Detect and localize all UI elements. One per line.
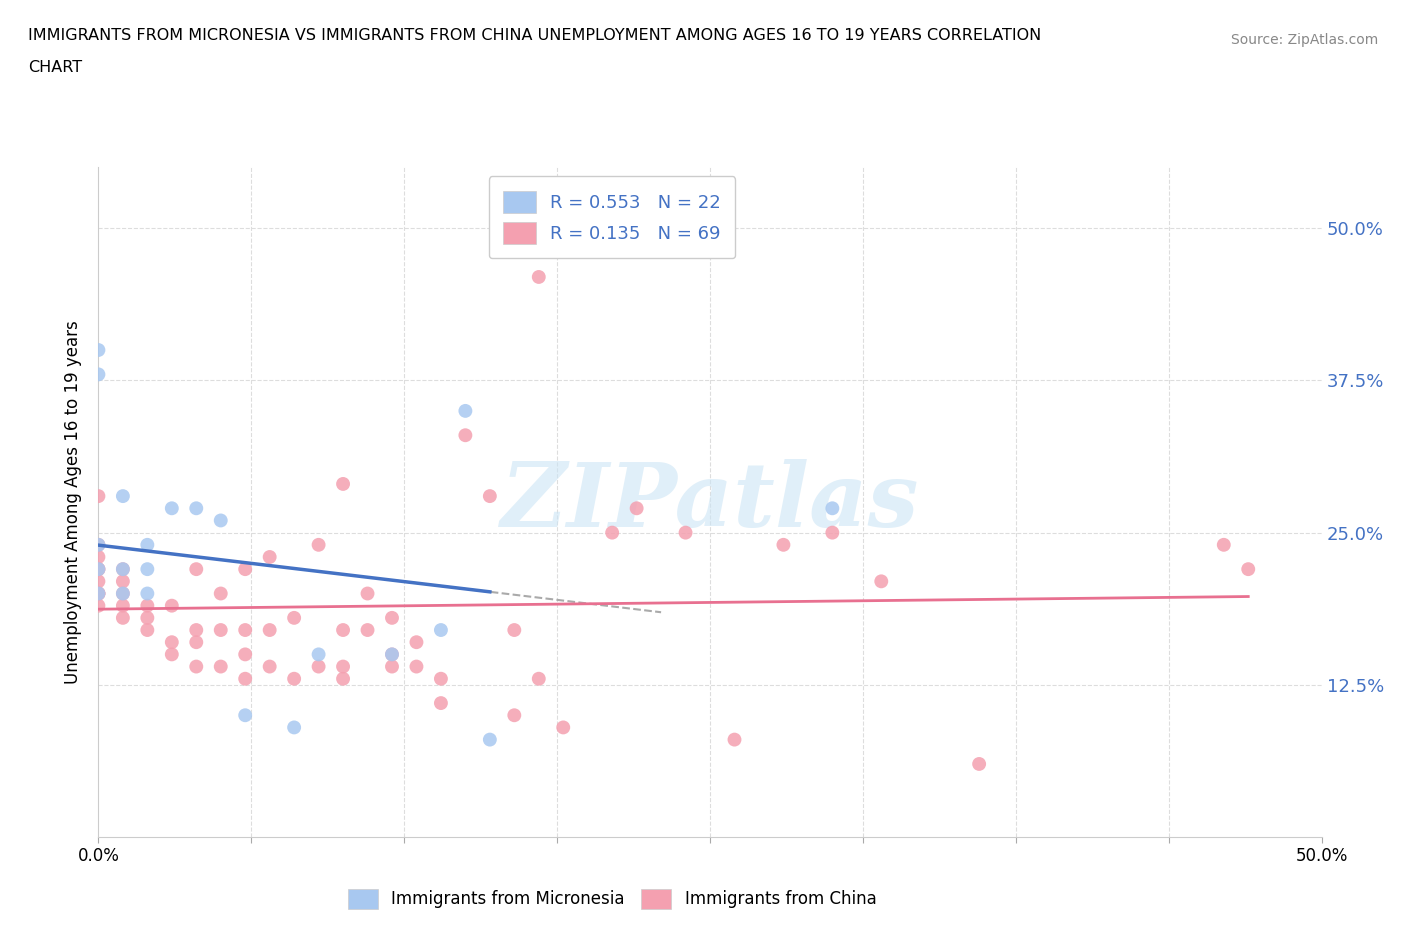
Point [233, 622, 256, 637]
Point [87, 586, 110, 601]
Point [356, 586, 378, 601]
Point [111, 562, 134, 577]
Point [259, 550, 281, 565]
Point [111, 610, 134, 625]
Point [209, 622, 232, 637]
Y-axis label: Unemployment Among Ages 16 to 19 years: Unemployment Among Ages 16 to 19 years [65, 320, 83, 684]
Point [136, 610, 159, 625]
Point [136, 622, 159, 637]
Point [503, 622, 526, 637]
Point [87, 598, 110, 613]
Point [186, 635, 208, 650]
Point [87, 562, 110, 577]
Text: Source: ZipAtlas.com: Source: ZipAtlas.com [1230, 33, 1378, 46]
Point [160, 635, 183, 650]
Point [332, 659, 354, 674]
Point [87, 550, 110, 565]
Point [111, 562, 134, 577]
Point [332, 622, 354, 637]
Point [283, 610, 305, 625]
Point [454, 404, 477, 418]
Point [160, 501, 183, 516]
Text: CHART: CHART [28, 60, 82, 75]
Point [209, 513, 232, 528]
Point [308, 647, 330, 662]
Point [1212, 538, 1234, 552]
Point [430, 671, 453, 686]
Point [478, 488, 501, 503]
Point [87, 574, 110, 589]
Point [332, 476, 354, 491]
Point [723, 732, 745, 747]
Point [1237, 562, 1260, 577]
Point [87, 586, 110, 601]
Point [87, 586, 110, 601]
Point [600, 525, 623, 540]
Point [136, 598, 159, 613]
Point [186, 501, 208, 516]
Point [209, 659, 232, 674]
Point [405, 659, 427, 674]
Point [87, 367, 110, 382]
Point [821, 525, 844, 540]
Point [87, 488, 110, 503]
Point [821, 501, 844, 516]
Point [186, 562, 208, 577]
Point [430, 696, 453, 711]
Point [111, 586, 134, 601]
Point [967, 756, 990, 771]
Point [233, 562, 256, 577]
Point [259, 622, 281, 637]
Point [87, 562, 110, 577]
Point [356, 622, 378, 637]
Point [283, 720, 305, 735]
Point [233, 708, 256, 723]
Point [430, 622, 453, 637]
Text: IMMIGRANTS FROM MICRONESIA VS IMMIGRANTS FROM CHINA UNEMPLOYMENT AMONG AGES 16 T: IMMIGRANTS FROM MICRONESIA VS IMMIGRANTS… [28, 28, 1042, 43]
Point [87, 538, 110, 552]
Point [87, 538, 110, 552]
Point [233, 671, 256, 686]
Point [553, 720, 575, 735]
Point [870, 574, 893, 589]
Point [626, 501, 648, 516]
Point [503, 708, 526, 723]
Point [259, 659, 281, 674]
Point [381, 610, 404, 625]
Point [381, 647, 404, 662]
Point [186, 659, 208, 674]
Point [87, 562, 110, 577]
Point [111, 574, 134, 589]
Point [111, 488, 134, 503]
Point [186, 622, 208, 637]
Text: ZIPatlas: ZIPatlas [502, 458, 918, 546]
Point [111, 586, 134, 601]
Point [87, 586, 110, 601]
Point [381, 659, 404, 674]
Point [527, 270, 550, 285]
Point [111, 598, 134, 613]
Legend: Immigrants from Micronesia, Immigrants from China: Immigrants from Micronesia, Immigrants f… [342, 882, 883, 916]
Point [209, 586, 232, 601]
Point [381, 647, 404, 662]
Point [233, 647, 256, 662]
Point [527, 671, 550, 686]
Point [454, 428, 477, 443]
Point [405, 635, 427, 650]
Point [283, 671, 305, 686]
Point [160, 647, 183, 662]
Point [675, 525, 697, 540]
Point [478, 732, 501, 747]
Point [772, 538, 794, 552]
Point [136, 538, 159, 552]
Point [87, 342, 110, 357]
Point [308, 659, 330, 674]
Point [308, 538, 330, 552]
Point [136, 562, 159, 577]
Point [332, 671, 354, 686]
Point [160, 598, 183, 613]
Point [136, 586, 159, 601]
